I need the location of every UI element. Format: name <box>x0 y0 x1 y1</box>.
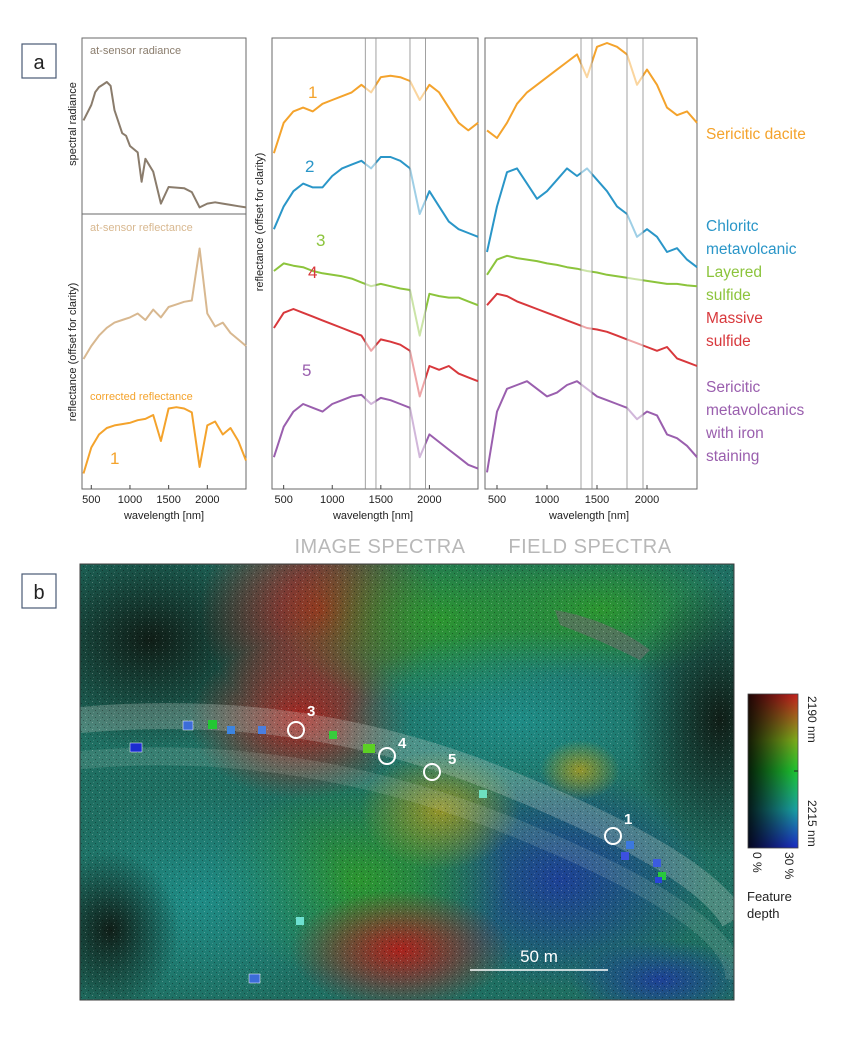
marker <box>129 742 143 753</box>
site-5-circle <box>423 763 441 781</box>
field-spectra-frame <box>484 37 698 490</box>
marker <box>479 790 487 798</box>
field-spectra-xlabel: wavelength [nm] <box>548 510 629 522</box>
image-curve-number: 1 <box>308 83 317 102</box>
marker <box>182 720 194 731</box>
left-series-2 <box>82 247 247 360</box>
xaxis-tick-label: 1500 <box>369 494 393 506</box>
label-at-sensor-radiance: at-sensor radiance <box>90 45 181 57</box>
left-plot-frame <box>81 37 247 490</box>
absorption-window <box>581 40 592 487</box>
left-series-1 <box>82 81 247 209</box>
colorbar <box>747 693 799 849</box>
xaxis-tick-label: 500 <box>488 494 506 506</box>
marker <box>626 841 634 849</box>
site-4-circle <box>378 747 396 765</box>
marker <box>329 731 337 739</box>
panel-a-label-box <box>21 43 57 79</box>
colorbar-right-label: 30 % <box>782 852 796 880</box>
image-spectra-xaxis-ticks: 500 1000 1500 2000 <box>274 485 442 506</box>
legend-staining: staining <box>706 448 759 465</box>
legend-metavolcanics: metavolcanics <box>706 402 804 419</box>
panel-b-label: b <box>33 582 44 604</box>
marker <box>258 726 266 734</box>
marker <box>248 973 261 984</box>
scale-bar-label: 50 m <box>520 947 558 966</box>
legend-metavolcanic: metavolcanic <box>706 241 797 258</box>
image-spectra-caption: IMAGE SPECTRA <box>295 536 466 558</box>
xaxis-tick-label: 2000 <box>635 494 659 506</box>
image-curve-number: 4 <box>308 263 317 282</box>
image-curve-number: 5 <box>302 361 311 380</box>
sample-sites: 3 4 5 1 <box>287 703 632 845</box>
xaxis-tick-label: 1500 <box>156 494 180 506</box>
absorption-window <box>365 40 376 487</box>
legend-sulfide-2: sulfide <box>706 333 751 350</box>
map-pixel-markers <box>129 720 666 984</box>
image-spectra-curve-numbers: 1 2 3 4 5 <box>302 83 325 380</box>
xaxis-tick-label: 1000 <box>535 494 559 506</box>
marker <box>296 917 304 925</box>
left-curve-number: 1 <box>110 449 119 468</box>
xaxis-tick-label: 2000 <box>417 494 441 506</box>
xaxis-tick-label: 2000 <box>195 494 219 506</box>
marker <box>653 859 661 867</box>
image-curve-number: 2 <box>305 157 314 176</box>
left-curves <box>82 81 247 474</box>
xaxis-tick-label: 1500 <box>585 494 609 506</box>
image-curve-number: 3 <box>316 231 325 250</box>
map-frame <box>79 563 735 1001</box>
field-spectra-caption: FIELD SPECTRA <box>508 536 671 558</box>
legend-with-iron: with iron <box>705 425 764 442</box>
xaxis-tick-label: 500 <box>82 494 100 506</box>
classification-map <box>80 564 734 1000</box>
site-1-label: 1 <box>624 811 632 828</box>
absorption-window <box>409 40 426 487</box>
xaxis-tick-label: 500 <box>274 494 292 506</box>
panel-b-label-box <box>21 573 57 609</box>
legend-chloritc: Chloritc <box>706 218 759 235</box>
legend-sericitic-dacite: Sericitic dacite <box>706 126 806 143</box>
marker <box>208 720 217 729</box>
site-3-label: 3 <box>307 703 315 720</box>
absorption-window <box>627 40 643 487</box>
xaxis-tick-label: 1000 <box>320 494 344 506</box>
label-at-sensor-reflectance: at-sensor reflectance <box>90 222 193 234</box>
colorbar-title-1: Feature <box>747 889 792 904</box>
marker <box>227 726 235 734</box>
site-3-circle <box>287 721 305 739</box>
image-spectra-ylabel: reflectance (offset for clarity) <box>254 153 266 292</box>
image-spectra-frame <box>271 37 479 490</box>
image-spectra-curves <box>272 38 479 489</box>
marker <box>658 872 666 880</box>
colorbar-top-label: 2190 nm <box>805 696 819 743</box>
colorbar-bottom-label: 2215 nm <box>805 800 819 847</box>
left-ylabel-top: spectral radiance <box>67 82 79 166</box>
site-5-label: 5 <box>448 751 456 768</box>
marker <box>363 744 375 753</box>
site-4-label: 4 <box>398 735 407 752</box>
site-1-circle <box>604 827 622 845</box>
colorbar-left-label: 0 % <box>750 852 764 873</box>
panel-a-label: a <box>33 52 45 74</box>
xaxis-tick-label: 1000 <box>118 494 142 506</box>
legend-massive: Massive <box>706 310 763 327</box>
legend-sericitic: Sericitic <box>706 379 761 396</box>
marker <box>621 852 629 860</box>
label-corrected-reflectance: corrected reflectance <box>90 391 193 403</box>
legend-sulfide-1: sulfide <box>706 287 751 304</box>
left-ylabel-bottom: reflectance (offset for clarity) <box>67 283 79 422</box>
marker <box>655 877 662 883</box>
left-series-3 <box>82 406 247 474</box>
spectra-legend: Sericitic dacite Chloritc metavolcanic L… <box>705 126 806 465</box>
colorbar-title-2: depth <box>747 906 780 921</box>
legend-layered: Layered <box>706 264 762 281</box>
field-spectra-xaxis-ticks: 500 1000 1500 2000 <box>488 485 659 506</box>
field-spectra-curves <box>486 38 698 489</box>
left-xaxis-ticks: 500 1000 1500 2000 <box>82 485 220 506</box>
left-xlabel: wavelength [nm] <box>123 510 204 522</box>
image-spectra-xlabel: wavelength [nm] <box>332 510 413 522</box>
